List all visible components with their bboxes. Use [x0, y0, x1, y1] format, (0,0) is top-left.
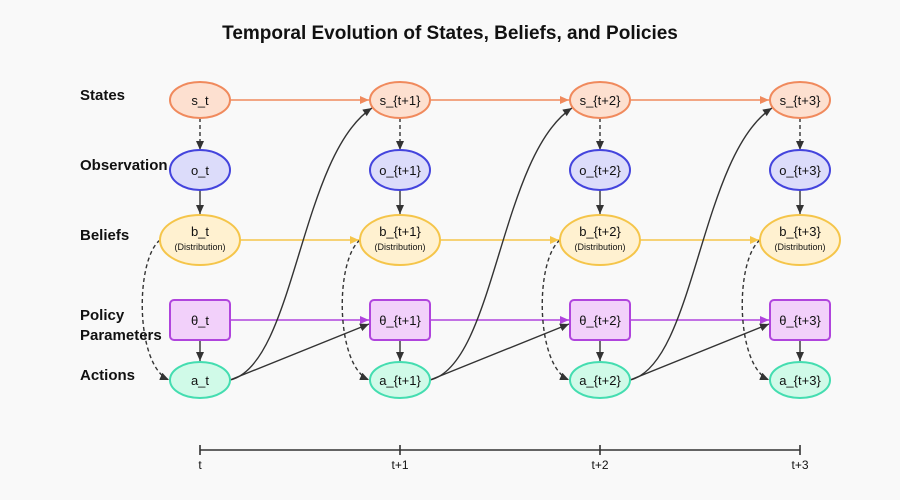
- belief-node-label: b_{t+2}: [579, 224, 621, 239]
- belief-node: b_{t+3} (Distribution): [759, 214, 841, 266]
- observation-node: o_{t+2}: [569, 149, 631, 191]
- belief-node-label: b_t: [191, 224, 209, 239]
- observation-node: o_{t+1}: [369, 149, 431, 191]
- edge-action-to-next-param: [429, 323, 570, 381]
- param-node: θ_{t+3}: [769, 299, 831, 341]
- edge-action-to-next-state: [429, 107, 573, 381]
- row-label-parameters: Parameters: [80, 327, 162, 344]
- belief-node-label: b_{t+1}: [379, 224, 421, 239]
- edge-belief-to-action: [141, 239, 170, 381]
- edge-belief-to-action: [741, 239, 770, 381]
- edge-belief-to-action: [541, 239, 570, 381]
- state-node-label: s_t: [191, 93, 209, 108]
- observation-node: o_t: [169, 149, 231, 191]
- action-node: a_{t+3}: [769, 361, 831, 399]
- action-node-label: a_t: [191, 373, 209, 388]
- diagram-title: Temporal Evolution of States, Beliefs, a…: [222, 23, 678, 44]
- observation-node-label: o_{t+3}: [779, 163, 821, 178]
- edge-action-to-next-param: [229, 323, 370, 381]
- belief-node-sublabel: (Distribution): [174, 242, 225, 252]
- belief-node-sublabel: (Distribution): [574, 242, 625, 252]
- state-node: s_t: [169, 81, 231, 119]
- timeline-tick-label: t+3: [791, 458, 808, 472]
- action-node-label: a_{t+1}: [379, 373, 421, 388]
- state-node: s_{t+2}: [569, 81, 631, 119]
- param-node: θ_{t+2}: [569, 299, 631, 341]
- edge-layer: [141, 96, 804, 381]
- param-node-label: θ_t: [191, 313, 209, 328]
- belief-node: b_t (Distribution): [159, 214, 241, 266]
- observation-node-label: o_{t+2}: [579, 163, 621, 178]
- action-node-label: a_{t+3}: [779, 373, 821, 388]
- timeline-axis: t t+1 t+2 t+3: [198, 445, 809, 472]
- belief-node-label: b_{t+3}: [779, 224, 821, 239]
- row-label-observation: Observation: [80, 157, 168, 174]
- timeline-tick-label: t+2: [591, 458, 608, 472]
- observation-node: o_{t+3}: [769, 149, 831, 191]
- edge-action-to-next-param: [629, 323, 770, 381]
- observation-node-label: o_t: [191, 163, 209, 178]
- param-node: θ_t: [169, 299, 231, 341]
- state-node: s_{t+1}: [369, 81, 431, 119]
- timeline-tick-label: t: [198, 458, 202, 472]
- action-node-label: a_{t+2}: [579, 373, 621, 388]
- edge-belief-to-action: [341, 239, 370, 381]
- observation-node-label: o_{t+1}: [379, 163, 421, 178]
- state-node-label: s_{t+2}: [580, 93, 622, 108]
- state-node-label: s_{t+1}: [380, 93, 422, 108]
- row-label-policy: Policy: [80, 307, 125, 324]
- timeline-tick-label: t+1: [391, 458, 408, 472]
- param-node: θ_{t+1}: [369, 299, 431, 341]
- row-label-actions: Actions: [80, 367, 135, 384]
- param-node-label: θ_{t+3}: [779, 313, 821, 328]
- param-node-label: θ_{t+2}: [579, 313, 621, 328]
- state-node: s_{t+3}: [769, 81, 831, 119]
- belief-node-sublabel: (Distribution): [374, 242, 425, 252]
- belief-node: b_{t+1} (Distribution): [359, 214, 441, 266]
- row-label-beliefs: Beliefs: [80, 227, 129, 244]
- row-label-states: States: [80, 87, 125, 104]
- action-node: a_{t+2}: [569, 361, 631, 399]
- edge-action-to-next-state: [229, 107, 373, 381]
- node-layer: s_t o_t b_t (Distribution) θ_t a_t s_{t+1} o_{t…: [159, 81, 841, 399]
- state-node-label: s_{t+3}: [780, 93, 822, 108]
- belief-node-sublabel: (Distribution): [774, 242, 825, 252]
- edge-action-to-next-state: [629, 107, 773, 381]
- action-node: a_t: [169, 361, 231, 399]
- action-node: a_{t+1}: [369, 361, 431, 399]
- belief-node: b_{t+2} (Distribution): [559, 214, 641, 266]
- param-node-label: θ_{t+1}: [379, 313, 421, 328]
